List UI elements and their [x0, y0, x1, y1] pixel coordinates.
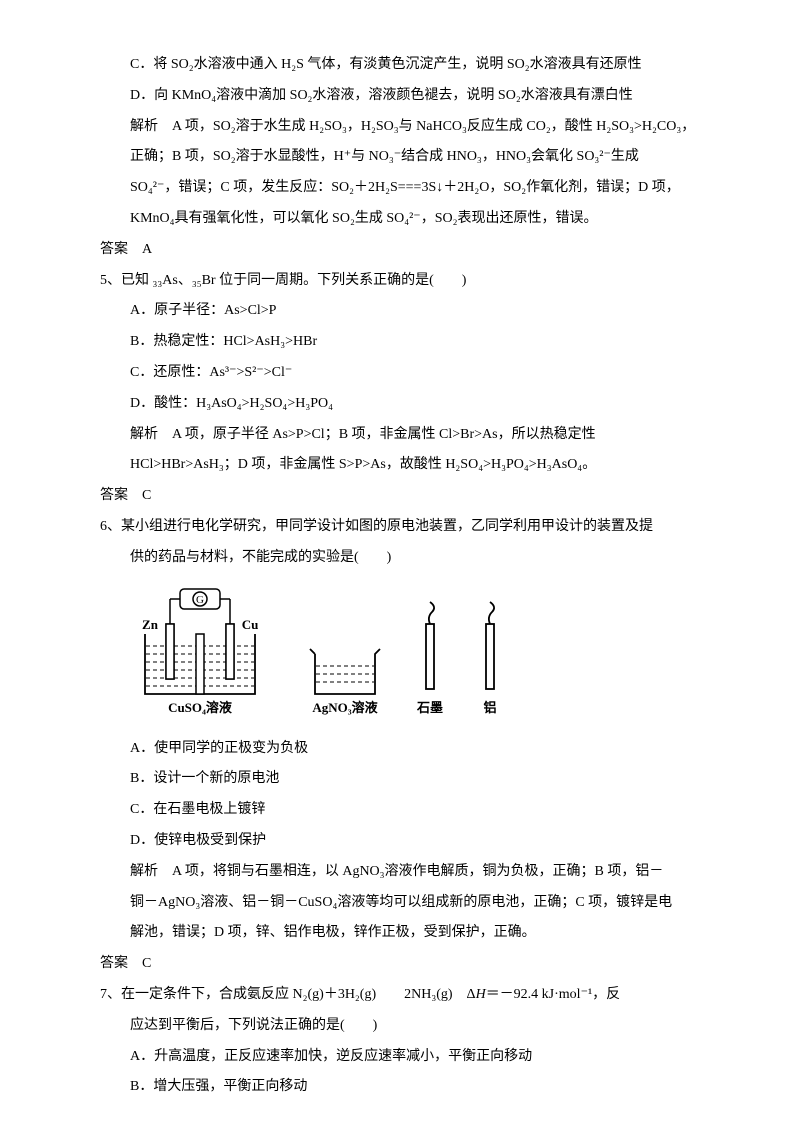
cuso4-label: CuSO₄溶液	[168, 700, 232, 715]
agno3-label: AgNO₃溶液	[312, 700, 377, 715]
q7-option-a: A．升高温度，正反应速率加快，逆反应速率减小，平衡正向移动	[70, 1042, 730, 1073]
q6-explanation-line3: 解池，错误；D 项，锌、铝作电极，锌作正极，受到保护，正确。	[70, 918, 730, 949]
q5-explanation-line2: HCl>HBr>AsH₃；D 项，非金属性 S>P>As，故酸性 H₂SO₄>H…	[70, 450, 730, 481]
q6-option-c: C．在石墨电极上镀锌	[70, 795, 730, 826]
q5-answer: 答案 C	[70, 481, 730, 512]
galvanometer-label: G	[196, 594, 204, 606]
graphite-electrode-icon: 石墨	[416, 602, 443, 715]
q6-stem-line1: 6、某小组进行电化学研究，甲同学设计如图的原电池装置，乙同学利用甲设计的装置及提	[70, 512, 730, 543]
q4-explanation-line2: 正确；B 项，SO₂溶于水显酸性，H⁺与 NO₃⁻结合成 HNO₃，HNO₃会氧…	[70, 142, 730, 173]
cell-apparatus-icon: G Zn Cu CuSO₄溶液	[142, 589, 258, 715]
q4-option-c: C．将 SO₂水溶液中通入 H₂S 气体，有淡黄色沉淀产生，说明 SO₂水溶液具…	[70, 50, 730, 81]
q4-explanation-line4: KMnO₄具有强氧化性，可以氧化 SO₂生成 SO₄²⁻，SO₂表现出还原性，错…	[70, 204, 730, 235]
q7-stem-text-b: ＝－92.4 kJ·mol⁻¹，反	[486, 987, 620, 1002]
al-electrode-icon: 铝	[483, 602, 496, 715]
q4-explanation-line1: 解析 A 项，SO₂溶于水生成 H₂SO₃，H₂SO₃与 NaHCO₃反应生成 …	[70, 112, 730, 143]
q5-stem: 5、已知 ₃₃As、₃₅Br 位于同一周期。下列关系正确的是( )	[70, 266, 730, 297]
q4-answer: 答案 A	[70, 235, 730, 266]
q6-explanation-line2: 铜－AgNO₃溶液、铝－铜－CuSO₄溶液等均可以组成新的原电池，正确；C 项，…	[70, 888, 730, 919]
q5-option-a: A．原子半径：As>Cl>P	[70, 296, 730, 327]
q6-stem-line2: 供的药品与材料，不能完成的实验是( )	[70, 543, 730, 574]
q5-option-c: C．还原性：As³⁻>S²⁻>Cl⁻	[70, 358, 730, 389]
q6-option-d: D．使锌电极受到保护	[70, 826, 730, 857]
q6-option-a: A．使甲同学的正极变为负极	[70, 734, 730, 765]
q7-stem-line2: 应达到平衡后，下列说法正确的是( )	[70, 1011, 730, 1042]
q7-stem-line1: 7、在一定条件下，合成氨反应 N₂(g)＋3H₂(g) 2NH₃(g) ΔH＝－…	[70, 980, 730, 1011]
q6-diagram: G Zn Cu CuSO₄溶液 AgNO₃溶液	[70, 574, 730, 734]
q4-explanation-line3: SO₄²⁻，错误；C 项，发生反应：SO₂＋2H₂S===3S↓＋2H₂O，SO…	[70, 173, 730, 204]
graphite-label: 石墨	[416, 700, 443, 715]
q6-explanation-line1: 解析 A 项，将铜与石墨相连，以 AgNO₃溶液作电解质，铜为负极，正确；B 项…	[70, 857, 730, 888]
q7-stem-text-a: 7、在一定条件下，合成氨反应 N₂(g)＋3H₂(g) 2NH₃(g) Δ	[100, 987, 476, 1002]
q6-option-b: B．设计一个新的原电池	[70, 764, 730, 795]
q6-answer: 答案 C	[70, 949, 730, 980]
q7-delta-h: H	[476, 987, 486, 1002]
q4-option-d: D．向 KMnO₄溶液中滴加 SO₂水溶液，溶液颜色褪去，说明 SO₂水溶液具有…	[70, 81, 730, 112]
q5-option-d: D．酸性：H₃AsO₄>H₂SO₄>H₃PO₄	[70, 389, 730, 420]
cu-label: Cu	[242, 617, 259, 632]
q5-option-b: B．热稳定性：HCl>AsH₃>HBr	[70, 327, 730, 358]
beaker-icon: AgNO₃溶液	[310, 649, 380, 715]
q5-explanation-line1: 解析 A 项，原子半径 As>P>Cl；B 项，非金属性 Cl>Br>As，所以…	[70, 420, 730, 451]
zn-label: Zn	[142, 617, 159, 632]
al-label: 铝	[483, 700, 496, 715]
q7-option-b: B．增大压强，平衡正向移动	[70, 1072, 730, 1103]
